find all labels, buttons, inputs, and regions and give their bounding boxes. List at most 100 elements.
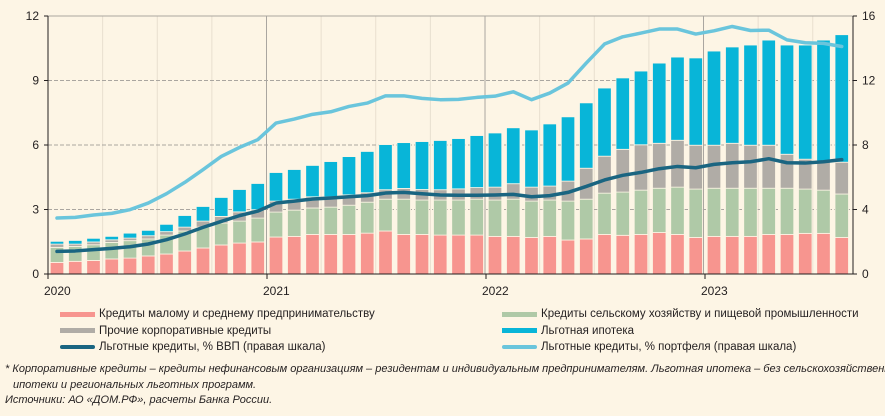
bar-segment (250, 217, 265, 243)
legend-swatch (60, 345, 95, 350)
bar-segment (761, 144, 776, 189)
bar-segment (433, 234, 448, 275)
bar-segment (834, 237, 849, 275)
legend-swatch (502, 328, 537, 334)
bar-segment (159, 223, 174, 233)
bar-segment (86, 244, 101, 261)
bar-segment (451, 199, 466, 236)
bar-segment (816, 39, 831, 162)
bar-segment (597, 87, 612, 157)
bar-segment (743, 44, 758, 146)
sources: Источники: АО «ДОМ.РФ», расчеты Банка Ро… (5, 394, 273, 406)
x-tick-label: 2022 (482, 284, 509, 298)
legend-item-sme: Кредиты малому и среднему предпринимател… (60, 306, 375, 323)
bar-segment (579, 198, 594, 240)
bar-segment (141, 255, 156, 275)
bar-segment (633, 189, 649, 235)
bar-segment (86, 237, 101, 243)
bar-segment (816, 161, 831, 191)
bar-segment (706, 50, 722, 146)
bar-segment (360, 232, 375, 275)
y-right-tick-label: 0 (862, 267, 869, 281)
bar-segment (798, 232, 813, 275)
footnote: * Корпоративные кредиты – кредиты нефина… (5, 362, 885, 409)
legend-right: Кредиты сельскому хозяйству и пищевой пр… (502, 306, 859, 356)
bar-segment (670, 234, 685, 275)
legend-swatch (502, 311, 537, 317)
legend-item-other-corporate: Прочие корпоративные кредиты (60, 323, 375, 340)
legend-swatch (502, 345, 537, 350)
bar-segment (688, 188, 703, 238)
bar-segment (524, 237, 539, 275)
bar-segment (250, 183, 265, 211)
bar-segment (378, 230, 393, 275)
bar-segment (633, 144, 649, 191)
bar-segment (487, 235, 503, 275)
bar-segment (652, 187, 667, 233)
y-left-tick-label: 9 (32, 74, 39, 88)
bar-segment (506, 183, 521, 200)
bar-segment (506, 198, 521, 237)
bar-segment (323, 234, 338, 275)
bar-segment (268, 236, 284, 275)
bar-segment (287, 169, 302, 200)
bar-segment (834, 193, 849, 238)
bar-segment (524, 200, 539, 238)
bar-segment (159, 231, 174, 236)
bar-segment (725, 235, 740, 275)
legend-label: Льготные кредиты, % ВВП (правая шкала) (99, 341, 326, 353)
bar-segment (305, 165, 320, 198)
bar-segment (743, 144, 758, 189)
y-left-tick-label: 0 (32, 267, 39, 281)
bar-segment (305, 207, 320, 235)
bar-segment (597, 192, 612, 235)
bar-segment (141, 229, 156, 237)
bar-segment (104, 235, 119, 241)
legend-left: Кредиты малому и среднему предпринимател… (60, 306, 375, 356)
bar-segment (798, 188, 813, 234)
bar-segment (706, 187, 722, 237)
bar-segment (615, 148, 630, 193)
bar-segment (49, 261, 65, 275)
bar-segment (195, 247, 211, 275)
footnote-line: * Корпоративные кредиты – кредиты нефина… (5, 363, 885, 375)
bar-segment (341, 204, 357, 235)
bar-segment (652, 232, 667, 275)
bar-segment (214, 197, 229, 217)
legend-label: Льготные кредиты, % портфеля (правая шка… (541, 341, 797, 353)
chart: 0 3 6 9 12 0 4 8 12 16 2020 2021 2022 2023 (26, 9, 876, 298)
bar-segment (360, 151, 375, 194)
bar-segment (761, 234, 776, 275)
bar-segment (287, 209, 302, 237)
bar-segment (177, 226, 192, 232)
bar-segment (670, 56, 685, 141)
x-tick-label: 2021 (263, 284, 290, 298)
y-left-tick-label: 3 (32, 203, 39, 217)
bar-segment (816, 232, 831, 275)
y-right-tick-label: 16 (862, 9, 876, 23)
bar-segment (122, 232, 138, 239)
bar-segment (341, 156, 357, 196)
bar-segment (141, 235, 156, 240)
bar-segment (177, 215, 192, 228)
series-line (55, 24, 844, 220)
bar-segment (579, 238, 594, 275)
legend-item-agri: Кредиты сельскому хозяйству и пищевой пр… (502, 306, 859, 323)
bar-segment (469, 234, 484, 275)
bar-segment (688, 237, 703, 275)
bar-segment (268, 172, 284, 202)
x-tick-label: 2020 (44, 284, 71, 298)
bar-segment (232, 242, 247, 275)
bar-segment (195, 206, 211, 222)
bar-segment (122, 257, 138, 275)
bar-segment (597, 155, 612, 194)
bar-segment (451, 234, 466, 275)
bar-segment (68, 260, 83, 275)
series-line (55, 156, 844, 254)
bar-segment (524, 129, 539, 188)
bar-segment (305, 234, 320, 275)
bar-segment (506, 235, 521, 275)
bar-segment (633, 70, 649, 146)
bar-segment (798, 44, 813, 160)
bar-segment (688, 57, 703, 146)
